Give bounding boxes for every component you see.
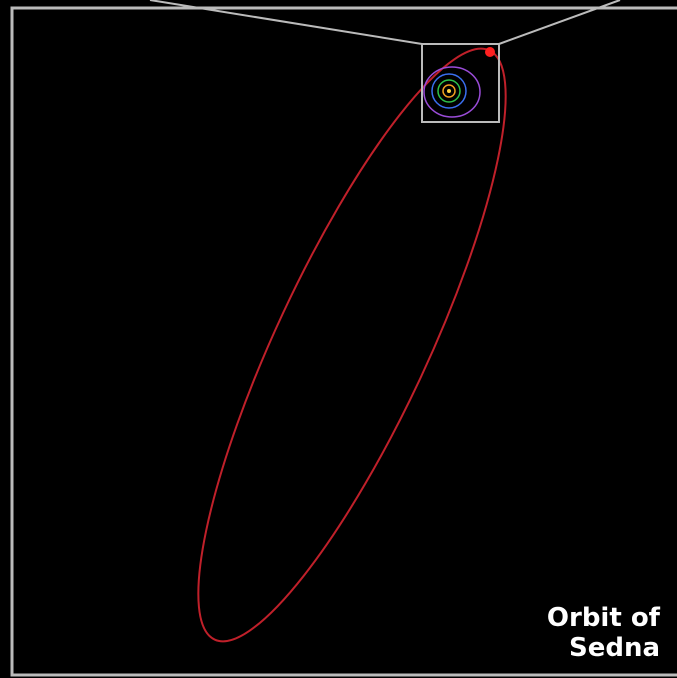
- planet-orbit: [442, 84, 456, 98]
- label-line: Sedna: [569, 633, 660, 663]
- zoom-line-right: [498, 0, 621, 45]
- planet-orbit: [431, 73, 467, 109]
- label-line: Orbit of: [547, 603, 661, 633]
- outer-frame: [10, 6, 677, 677]
- planet-orbit: [437, 79, 461, 103]
- sun: [447, 89, 451, 93]
- zoom-line-left: [149, 0, 423, 45]
- inset-box: [421, 43, 500, 123]
- outer-planet-orbit: [423, 66, 481, 118]
- sedna: [485, 47, 495, 57]
